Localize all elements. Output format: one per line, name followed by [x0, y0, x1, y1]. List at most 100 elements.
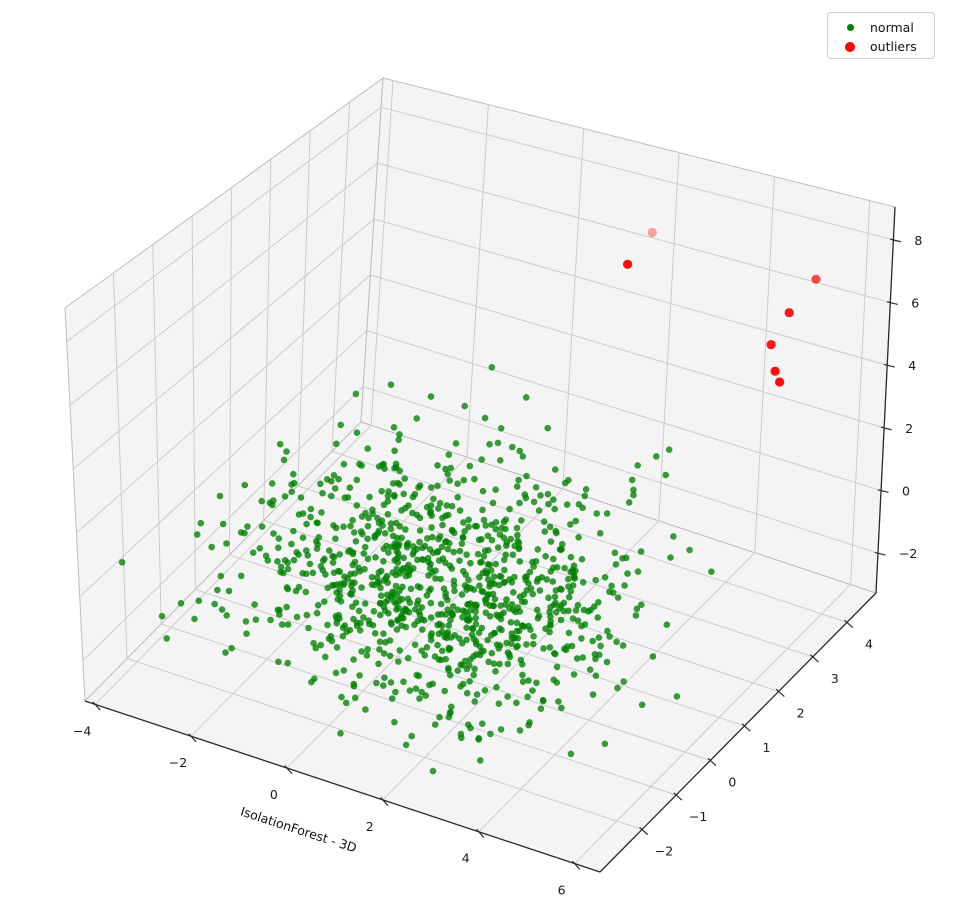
- scatter-point-normal: [592, 655, 599, 663]
- scatter-point-normal: [601, 574, 609, 581]
- scatter-point-normal: [708, 568, 715, 575]
- scatter-point-normal: [540, 645, 547, 652]
- scatter-point-normal: [361, 565, 368, 573]
- scatter-point-normal: [330, 569, 338, 576]
- scatter-point-normal: [634, 462, 641, 469]
- scatter-point-normal: [579, 504, 586, 512]
- scatter-point-normal: [620, 678, 627, 685]
- scatter-point-normal: [496, 531, 504, 538]
- scatter-point-normal: [506, 651, 513, 658]
- scatter-point-normal: [409, 493, 417, 501]
- scatter-point-normal: [375, 527, 383, 535]
- scatter-point-normal: [352, 538, 360, 545]
- y-axis-tick: −2 −1 0 1 2 3 4: [639, 619, 873, 859]
- scatter-point-normal: [427, 636, 435, 644]
- scatter-point-normal: [537, 492, 544, 499]
- scatter-point-normal: [619, 642, 627, 649]
- scatter-point-normal: [400, 678, 407, 686]
- scatter-point-normal: [444, 511, 452, 519]
- scatter-point-normal: [536, 587, 544, 594]
- scatter-point-normal: [466, 462, 474, 470]
- scatter-point-normal: [619, 555, 626, 562]
- scatter-point-normal: [389, 532, 397, 540]
- scatter-point-normal: [530, 633, 537, 640]
- scatter-point-outlier: [623, 259, 633, 269]
- scatter-point-normal: [358, 513, 366, 520]
- scatter-point-normal: [430, 495, 437, 503]
- scatter-point-normal: [547, 538, 555, 545]
- scatter-point-normal: [416, 611, 424, 619]
- scatter-point-normal: [476, 582, 483, 589]
- scatter-point-normal: [361, 600, 369, 607]
- scatter-point-normal: [465, 617, 473, 624]
- scatter-point-normal: [550, 601, 558, 609]
- scatter-point-normal: [569, 582, 577, 589]
- scatter-point-normal: [395, 436, 403, 444]
- scatter-point-normal: [436, 713, 443, 721]
- scatter-point-normal: [317, 480, 324, 488]
- scatter-point-normal: [466, 678, 474, 685]
- scatter-point-normal: [596, 530, 604, 537]
- scatter-point-normal: [341, 573, 348, 580]
- scatter-point-normal: [477, 757, 484, 764]
- scatter-point-normal: [529, 640, 537, 648]
- scatter-point-normal: [480, 553, 488, 560]
- scatter-point-normal: [457, 661, 465, 668]
- scatter-point-normal: [575, 534, 582, 541]
- scatter-point-normal: [436, 533, 444, 540]
- scatter-point-normal: [543, 576, 551, 583]
- scatter-point-normal: [502, 551, 510, 559]
- scatter-point-normal: [454, 606, 462, 614]
- scatter-point-normal: [395, 604, 402, 612]
- scatter-point-normal: [391, 493, 398, 500]
- scatter-point-normal: [456, 507, 464, 514]
- scatter-point-normal: [448, 565, 456, 572]
- scatter-point-normal: [413, 600, 421, 608]
- scatter-point-normal: [565, 607, 572, 615]
- scatter-point-normal: [412, 685, 420, 692]
- scatter-point-normal: [382, 639, 389, 646]
- scatter-point-normal: [406, 567, 414, 574]
- scatter-point-normal: [501, 566, 508, 574]
- scatter-point-normal: [578, 622, 585, 630]
- scatter-point-normal: [332, 524, 340, 532]
- scatter-point-normal: [413, 415, 421, 422]
- scatter-point-normal: [486, 613, 494, 620]
- scatter-point-normal: [565, 593, 573, 601]
- scatter-point-normal: [561, 645, 568, 653]
- scatter-point-normal: [492, 525, 500, 533]
- scatter-point-normal: [513, 619, 521, 627]
- scatter-point-normal: [218, 606, 226, 613]
- scatter-point-normal: [431, 721, 439, 728]
- scatter-point-normal: [633, 605, 641, 613]
- scatter-point-normal: [560, 599, 568, 607]
- scatter-point-normal: [467, 606, 475, 614]
- scatter-point-normal: [376, 646, 383, 653]
- scatter-point-normal: [471, 698, 479, 705]
- scatter-point-normal: [624, 570, 631, 577]
- scatter-point-normal: [429, 767, 437, 775]
- scatter-point-normal: [290, 527, 297, 535]
- scatter-point-normal: [375, 579, 383, 587]
- scatter-point-normal: [492, 668, 499, 675]
- scatter-point-normal: [446, 671, 454, 679]
- scatter-point-normal: [458, 734, 465, 742]
- scatter-point-normal: [281, 493, 289, 500]
- scatter-point-normal: [549, 578, 557, 585]
- legend-entry-normal: normal: [843, 18, 934, 37]
- scatter-point-normal: [391, 447, 398, 455]
- scatter-point-normal: [434, 482, 441, 490]
- scatter-point-normal: [297, 494, 305, 501]
- scatter-point-normal: [569, 568, 577, 575]
- scatter-point-normal: [489, 590, 497, 598]
- scatter-point-normal: [467, 584, 474, 592]
- scatter-point-normal: [360, 614, 367, 621]
- y-axis-tick-label: 3: [831, 671, 839, 686]
- scatter-point-normal: [503, 542, 510, 549]
- scatter-point-normal: [516, 499, 523, 507]
- scatter-point-normal: [329, 582, 336, 589]
- scatter-point-normal: [360, 550, 368, 557]
- scatter-point-normal: [402, 623, 410, 631]
- scatter-point-normal: [555, 698, 562, 705]
